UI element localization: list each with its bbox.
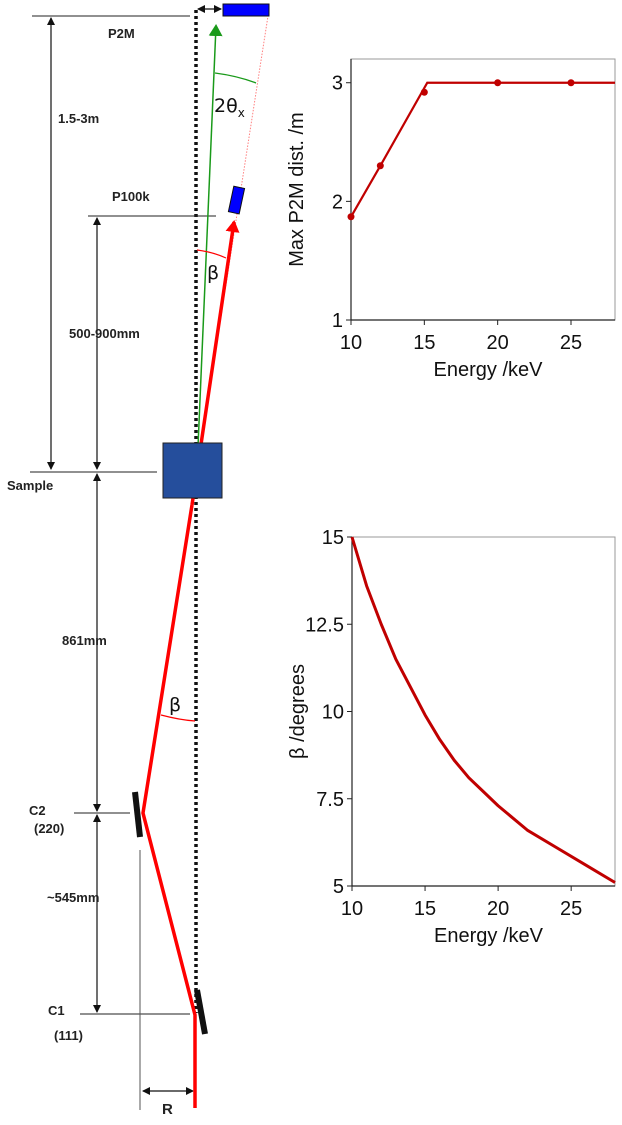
x-tick-label: 15 <box>414 898 436 920</box>
series-curve <box>350 536 616 884</box>
y-tick-label: 5 <box>333 876 344 898</box>
y-axis-label: Max P2M dist. /m <box>286 112 308 266</box>
series-line <box>350 81 615 218</box>
x-axis-label: Energy /keV <box>434 925 544 947</box>
c2-label: C2 <box>29 803 46 818</box>
c2-reflection-label: (220) <box>34 821 64 836</box>
x-tick-label: 10 <box>341 898 363 920</box>
sample-c2-distance-label: 861mm <box>62 633 107 648</box>
beta-lower-label: β <box>169 694 181 716</box>
plot-frame <box>350 58 616 321</box>
p100k-label: P100k <box>112 189 150 204</box>
y-tick-label: 3 <box>332 73 343 95</box>
p2m-detector <box>222 3 270 17</box>
y-tick-label: 15 <box>322 527 344 549</box>
y-axis-label: β /degrees <box>287 664 309 759</box>
scattered-ray-green <box>196 24 223 471</box>
two-theta-arc <box>214 72 257 84</box>
data-point <box>567 79 575 87</box>
x-tick-label: 25 <box>560 898 582 920</box>
y-tick-label: 10 <box>322 702 344 724</box>
y-tick-label: 1 <box>332 310 343 332</box>
x-tick-label: 20 <box>487 898 509 920</box>
x-tick-label: 25 <box>560 332 582 354</box>
beta-arc-upper <box>196 249 227 259</box>
y-tick-label: 2 <box>332 191 343 213</box>
p100k-detector <box>227 185 246 215</box>
x-tick-label: 20 <box>487 332 509 354</box>
beta-arc-lower <box>160 714 196 722</box>
x-tick-label: 15 <box>413 332 435 354</box>
x-ray-beam <box>141 504 197 1108</box>
p2m-distance-label: 1.5-3m <box>58 111 99 126</box>
data-point <box>376 162 384 170</box>
p2m-label: P2M <box>108 26 135 41</box>
sample <box>162 442 223 499</box>
two-theta-label: 2θx <box>214 95 245 120</box>
plot-frame <box>351 536 616 887</box>
x-axis-label: Energy /keV <box>434 359 544 381</box>
beta-angle-chart: 10 15 20 25 5 7.5 10 12.5 15 Energy /keV β /degree… <box>287 527 616 947</box>
data-point <box>494 79 502 87</box>
c2-c1-distance-label: ~545mm <box>47 890 99 905</box>
y-tick-label: 12.5 <box>305 614 344 636</box>
r-label: R <box>162 1101 173 1118</box>
y-tick-label: 7.5 <box>316 789 344 811</box>
x-tick-label: 10 <box>340 332 362 354</box>
c2-crystal <box>132 791 143 838</box>
c1-label: C1 <box>48 1003 65 1018</box>
c1-reflection-label: (111) <box>54 1028 83 1043</box>
sample-label: Sample <box>7 478 53 493</box>
p100k-distance-label: 500-900mm <box>69 326 140 341</box>
data-point <box>347 213 355 221</box>
max-p2m-distance-chart: 10 15 20 25 1 2 3 Energy /keV Max P2M dist. /m <box>286 58 616 381</box>
c1-crystal <box>194 989 208 1035</box>
beta-upper-label: β <box>207 262 219 284</box>
data-point <box>420 88 428 96</box>
